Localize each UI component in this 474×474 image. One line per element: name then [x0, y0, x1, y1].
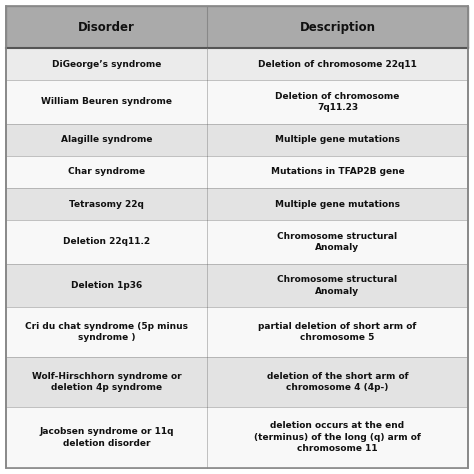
Text: Deletion 22q11.2: Deletion 22q11.2	[63, 237, 150, 246]
Bar	[207, 124, 468, 156]
Text: Deletion 1p36: Deletion 1p36	[71, 281, 142, 290]
Text: Disorder: Disorder	[78, 20, 135, 34]
Bar	[6, 264, 207, 307]
Bar	[207, 156, 468, 188]
Bar	[6, 188, 207, 220]
Bar	[207, 220, 468, 264]
Text: Deletion of chromosome 22q11: Deletion of chromosome 22q11	[258, 60, 417, 69]
Text: deletion of the short arm of
chromosome 4 (4p-): deletion of the short arm of chromosome …	[267, 372, 408, 392]
Text: DiGeorge’s syndrome: DiGeorge’s syndrome	[52, 60, 161, 69]
Text: partial deletion of short arm of
chromosome 5: partial deletion of short arm of chromos…	[258, 322, 417, 342]
Bar	[207, 307, 468, 357]
Text: Cri du chat syndrome (5p minus
syndrome ): Cri du chat syndrome (5p minus syndrome …	[25, 322, 188, 342]
Text: Alagille syndrome: Alagille syndrome	[61, 135, 152, 144]
Bar	[6, 6, 468, 48]
Text: Chromosome structural
Anomaly: Chromosome structural Anomaly	[277, 275, 398, 296]
Bar	[6, 220, 207, 264]
Bar	[207, 407, 468, 468]
Bar	[207, 357, 468, 407]
Text: Description: Description	[300, 20, 375, 34]
Bar	[207, 264, 468, 307]
Text: Wolf-Hirschhorn syndrome or
deletion 4p syndrome: Wolf-Hirschhorn syndrome or deletion 4p …	[32, 372, 181, 392]
Text: Tetrasomy 22q: Tetrasomy 22q	[69, 200, 144, 209]
Bar	[207, 48, 468, 80]
Text: deletion occurs at the end
(terminus) of the long (q) arm of
chromosome 11: deletion occurs at the end (terminus) of…	[254, 421, 421, 453]
Bar	[6, 307, 207, 357]
Text: William Beuren syndrome: William Beuren syndrome	[41, 98, 172, 106]
Bar	[6, 156, 207, 188]
Text: Mutations in TFAP2B gene: Mutations in TFAP2B gene	[271, 167, 404, 176]
Bar	[6, 407, 207, 468]
Bar	[6, 80, 207, 124]
Text: Multiple gene mutations: Multiple gene mutations	[275, 200, 400, 209]
Bar	[6, 357, 207, 407]
Text: Deletion of chromosome
7q11.23: Deletion of chromosome 7q11.23	[275, 91, 400, 112]
Bar	[6, 48, 207, 80]
Text: Jacobsen syndrome or 11q
deletion disorder: Jacobsen syndrome or 11q deletion disord…	[39, 427, 174, 447]
Bar	[6, 124, 207, 156]
Bar	[207, 80, 468, 124]
Bar	[207, 188, 468, 220]
Text: Chromosome structural
Anomaly: Chromosome structural Anomaly	[277, 232, 398, 252]
Text: Char syndrome: Char syndrome	[68, 167, 145, 176]
Text: Multiple gene mutations: Multiple gene mutations	[275, 135, 400, 144]
